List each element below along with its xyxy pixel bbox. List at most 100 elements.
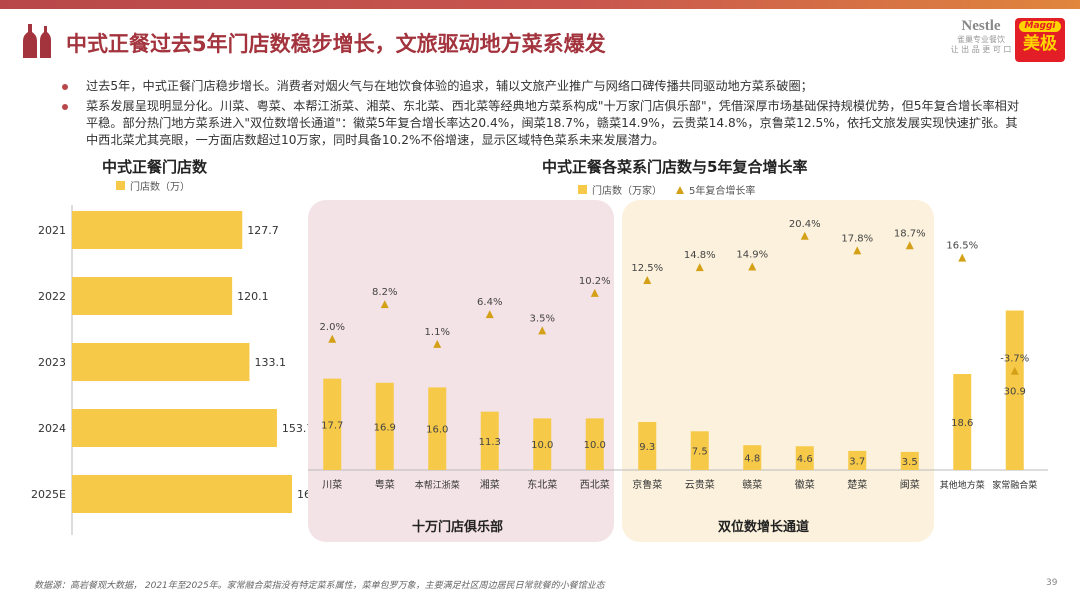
bar-2022 bbox=[72, 277, 233, 315]
nestle-logo-text: Nestle bbox=[961, 18, 1001, 34]
bar-湘菜 bbox=[480, 411, 499, 470]
bullet-list: 过去5年，中式正餐门店稳步增长。消费者对烟火气与在地饮食体验的追求，辅以文旅产业… bbox=[62, 78, 1022, 152]
category-label: 2024 bbox=[38, 422, 66, 435]
bar-value-label: 16.9 bbox=[374, 422, 396, 433]
rate-value-label: -3.7% bbox=[1000, 354, 1029, 365]
rate-marker-家常融合菜 bbox=[1010, 366, 1019, 375]
value-label: 120.1 bbox=[237, 290, 269, 303]
bar-其他地方菜 bbox=[953, 374, 972, 470]
bar-本帮江浙菜 bbox=[428, 387, 447, 470]
legend-triangle-label: 5年复合增长率 bbox=[689, 186, 756, 197]
bar-2025E bbox=[72, 475, 292, 513]
maggi-logo-text: Maggi bbox=[1019, 21, 1061, 32]
rate-value-label: 10.2% bbox=[579, 276, 611, 287]
bar-家常融合菜 bbox=[1005, 310, 1024, 470]
bar-闽菜 bbox=[900, 451, 919, 470]
nestle-logo-sub2: 让 出 品 更 可 口 bbox=[950, 45, 1012, 54]
bar-value-label: 10.0 bbox=[584, 440, 606, 451]
rate-marker-粤菜 bbox=[380, 300, 389, 309]
group-label-club: 十万门店俱乐部 bbox=[412, 520, 504, 535]
rate-marker-东北菜 bbox=[538, 326, 547, 335]
bar-2023 bbox=[72, 343, 250, 381]
rate-value-label: 8.2% bbox=[372, 287, 397, 298]
value-label: 153.7 bbox=[282, 422, 312, 435]
bar-value-label: 9.3 bbox=[639, 442, 655, 453]
bar-京鲁菜 bbox=[638, 422, 657, 470]
legend-bar-label: 门店数（万家） bbox=[592, 186, 662, 197]
bar-value-label: 17.7 bbox=[321, 420, 343, 431]
bar-西北菜 bbox=[585, 418, 604, 470]
rate-marker-闽菜 bbox=[905, 241, 914, 250]
rate-marker-云贵菜 bbox=[695, 263, 704, 272]
rate-value-label: 18.7% bbox=[894, 228, 926, 239]
rate-marker-西北菜 bbox=[590, 288, 599, 297]
bar-value-label: 18.6 bbox=[951, 418, 973, 429]
left-chart-title: 中式正餐门店数 bbox=[102, 158, 208, 176]
bar-楚菜 bbox=[848, 450, 867, 470]
category-label: 云贵菜 bbox=[685, 478, 715, 491]
nestle-logo: Nestle 雀巢专业餐饮 让 出 品 更 可 口 bbox=[948, 18, 1014, 64]
data-source-footnote: 数据源：高岩餐观大数据， 2021年至2025年。家常融合菜指没有特定菜系属性，… bbox=[34, 581, 605, 591]
bar-2021 bbox=[72, 211, 243, 249]
bar-value-label: 4.8 bbox=[744, 454, 760, 465]
rate-value-label: 17.8% bbox=[841, 233, 873, 244]
cuisine-bar-chart: 17.7 2.0% 川菜 16.9 8.2% 粤菜 16.0 1.1% 本帮江浙菜 11.3 6.4… bbox=[308, 219, 1048, 491]
bar-赣菜 bbox=[743, 445, 762, 470]
bar-川菜 bbox=[323, 378, 342, 470]
bar-value-label: 16.0 bbox=[426, 425, 448, 436]
store-count-bar-chart: 2021 127.7 2022 120.1 2023 133.1 2024 153.7 2025… bbox=[31, 205, 312, 535]
bar-徽菜 bbox=[795, 446, 814, 470]
legend-label: 门店数（万） bbox=[130, 182, 190, 193]
bar-value-label: 3.5 bbox=[902, 457, 918, 468]
bar-东北菜 bbox=[533, 418, 552, 470]
category-label: 其他地方菜 bbox=[940, 479, 985, 491]
bullet-item: 菜系发展呈现明显分化。川菜、粤菜、本帮江浙菜、湘菜、东北菜、西北菜等经典地方菜系… bbox=[62, 98, 1022, 149]
legend-bar-swatch bbox=[578, 185, 587, 194]
nestle-logo-sub1: 雀巢专业餐饮 bbox=[957, 35, 1005, 44]
rate-value-label: 3.5% bbox=[530, 313, 555, 324]
bar-value-label: 3.7 bbox=[849, 456, 865, 467]
group-panel-club bbox=[308, 200, 614, 542]
value-label: 127.7 bbox=[247, 224, 279, 237]
bullet-item: 过去5年，中式正餐门店稳步增长。消费者对烟火气与在地饮食体验的追求，辅以文旅产业… bbox=[62, 78, 1022, 95]
rate-marker-本帮江浙菜 bbox=[433, 339, 442, 348]
category-label: 湘菜 bbox=[480, 478, 500, 491]
category-label: 2022 bbox=[38, 290, 66, 303]
page-title: 中式正餐过去5年门店数稳步增长，文旅驱动地方菜系爆发 bbox=[66, 32, 606, 56]
rate-value-label: 1.1% bbox=[425, 327, 450, 338]
group-panel-growth bbox=[622, 200, 934, 542]
rate-value-label: 20.4% bbox=[789, 219, 821, 230]
category-label: 2025E bbox=[31, 488, 66, 501]
right-chart-legend: 门店数（万家） 5年复合增长率 bbox=[578, 182, 755, 197]
bar-value-label: 30.9 bbox=[1004, 386, 1026, 397]
category-label: 川菜 bbox=[322, 479, 342, 491]
legend-triangle-swatch bbox=[676, 185, 684, 194]
rate-value-label: 16.5% bbox=[946, 241, 978, 252]
bar-value-label: 10.0 bbox=[531, 440, 553, 451]
maggi-logo-cn: 美极 bbox=[1023, 34, 1057, 54]
top-accent-bar bbox=[0, 0, 1080, 9]
category-label: 楚菜 bbox=[847, 478, 867, 491]
category-label: 西北菜 bbox=[580, 479, 610, 491]
rate-marker-楚菜 bbox=[853, 246, 862, 255]
rate-marker-其他地方菜 bbox=[958, 253, 967, 262]
category-label: 徽菜 bbox=[795, 478, 815, 491]
category-label: 本帮江浙菜 bbox=[415, 479, 460, 491]
right-chart-title: 中式正餐各菜系门店数与5年复合增长率 bbox=[542, 158, 808, 176]
rate-marker-徽菜 bbox=[800, 231, 809, 240]
bar-value-label: 7.5 bbox=[692, 447, 708, 458]
value-label: 133.1 bbox=[254, 356, 286, 369]
bar-粤菜 bbox=[375, 382, 394, 470]
category-label: 家常融合菜 bbox=[992, 479, 1037, 491]
left-chart-legend: 门店数（万） bbox=[116, 178, 190, 193]
bottles-icon bbox=[23, 24, 51, 58]
bar-2024 bbox=[72, 409, 277, 447]
page-number: 39 bbox=[1046, 578, 1058, 588]
maggi-logo: Maggi 美极 bbox=[1015, 18, 1065, 62]
bar-云贵菜 bbox=[690, 431, 709, 470]
bar-value-label: 4.6 bbox=[797, 454, 813, 465]
rate-value-label: 2.0% bbox=[320, 322, 345, 333]
rate-value-label: 12.5% bbox=[631, 263, 663, 274]
rate-value-label: 6.4% bbox=[477, 297, 502, 308]
category-label: 赣菜 bbox=[742, 478, 762, 491]
